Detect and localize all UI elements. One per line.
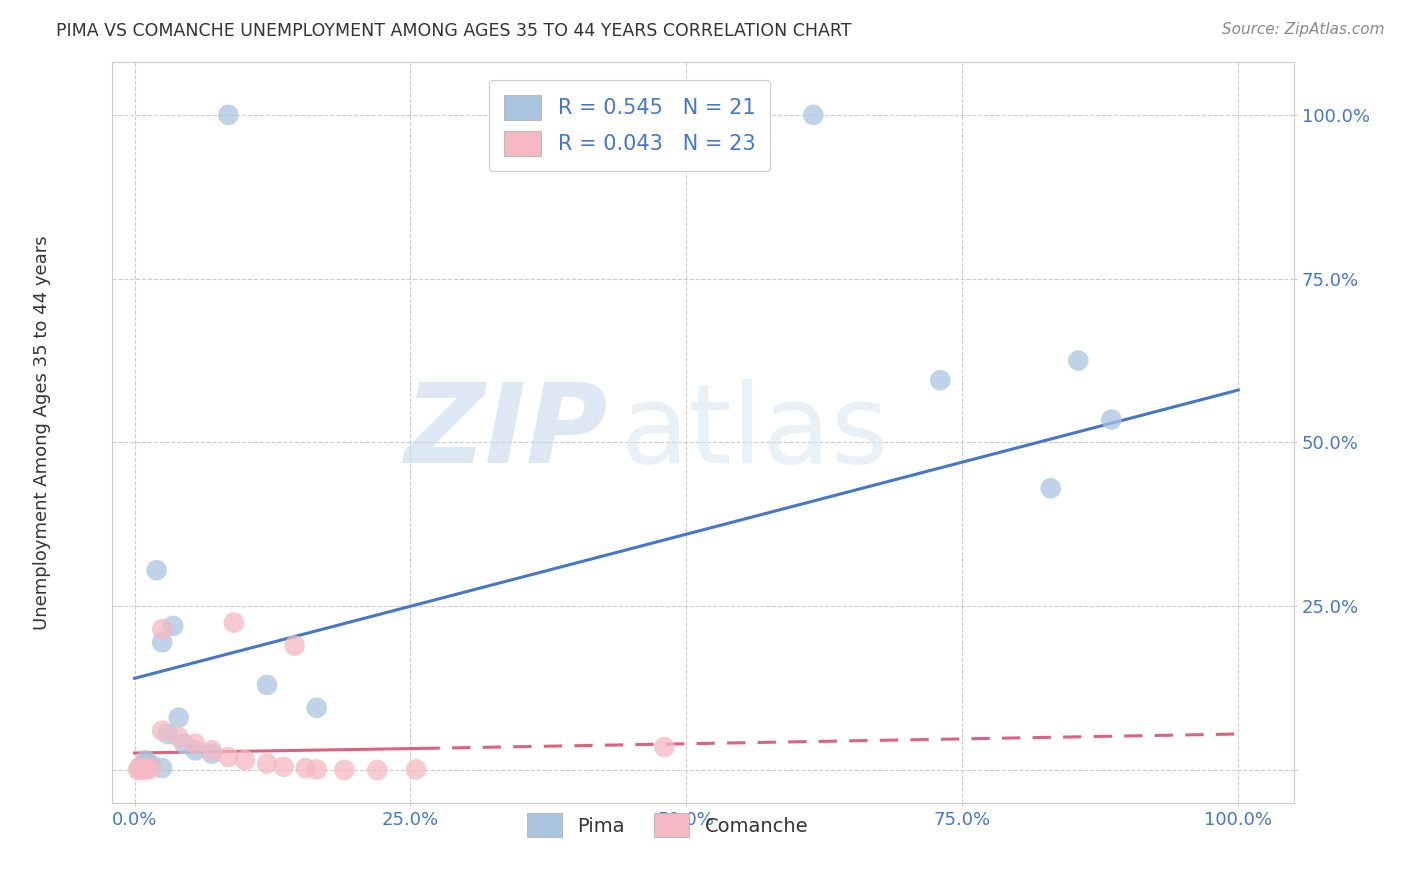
Point bbox=[129, 760, 152, 774]
Point bbox=[145, 563, 167, 577]
Point bbox=[273, 760, 295, 774]
Point bbox=[1099, 412, 1122, 426]
Point bbox=[135, 763, 157, 777]
Point bbox=[167, 731, 190, 745]
Point bbox=[135, 761, 157, 775]
Point bbox=[1039, 481, 1062, 495]
Point bbox=[129, 763, 152, 777]
Point bbox=[162, 619, 184, 633]
Text: PIMA VS COMANCHE UNEMPLOYMENT AMONG AGES 35 TO 44 YEARS CORRELATION CHART: PIMA VS COMANCHE UNEMPLOYMENT AMONG AGES… bbox=[56, 22, 852, 40]
Text: ZIP: ZIP bbox=[405, 379, 609, 486]
Legend: Pima, Comanche: Pima, Comanche bbox=[519, 805, 815, 845]
Point bbox=[1067, 353, 1090, 368]
Point bbox=[305, 763, 328, 777]
Point bbox=[256, 756, 278, 771]
Point bbox=[139, 762, 162, 776]
Point bbox=[150, 622, 173, 636]
Point bbox=[184, 737, 207, 751]
Point bbox=[233, 753, 256, 767]
Point bbox=[222, 615, 245, 630]
Point bbox=[135, 756, 157, 771]
Point bbox=[217, 108, 239, 122]
Point bbox=[129, 760, 152, 774]
Point bbox=[173, 737, 195, 751]
Point bbox=[127, 763, 149, 777]
Text: Source: ZipAtlas.com: Source: ZipAtlas.com bbox=[1222, 22, 1385, 37]
Point bbox=[201, 747, 224, 761]
Point bbox=[150, 635, 173, 649]
Point bbox=[150, 723, 173, 738]
Point bbox=[405, 763, 427, 777]
Point bbox=[201, 743, 224, 757]
Point bbox=[135, 753, 157, 767]
Point bbox=[803, 108, 825, 122]
Point bbox=[217, 750, 239, 764]
Point bbox=[184, 743, 207, 757]
Text: Unemployment Among Ages 35 to 44 years: Unemployment Among Ages 35 to 44 years bbox=[32, 235, 51, 630]
Point bbox=[156, 727, 179, 741]
Point bbox=[294, 761, 316, 775]
Point bbox=[256, 678, 278, 692]
Point bbox=[333, 763, 356, 777]
Point bbox=[284, 639, 307, 653]
Point bbox=[654, 740, 676, 755]
Text: atlas: atlas bbox=[620, 379, 889, 486]
Point bbox=[167, 711, 190, 725]
Point bbox=[366, 763, 388, 777]
Point bbox=[150, 761, 173, 775]
Point bbox=[139, 757, 162, 772]
Point bbox=[305, 700, 328, 714]
Point bbox=[929, 373, 952, 387]
